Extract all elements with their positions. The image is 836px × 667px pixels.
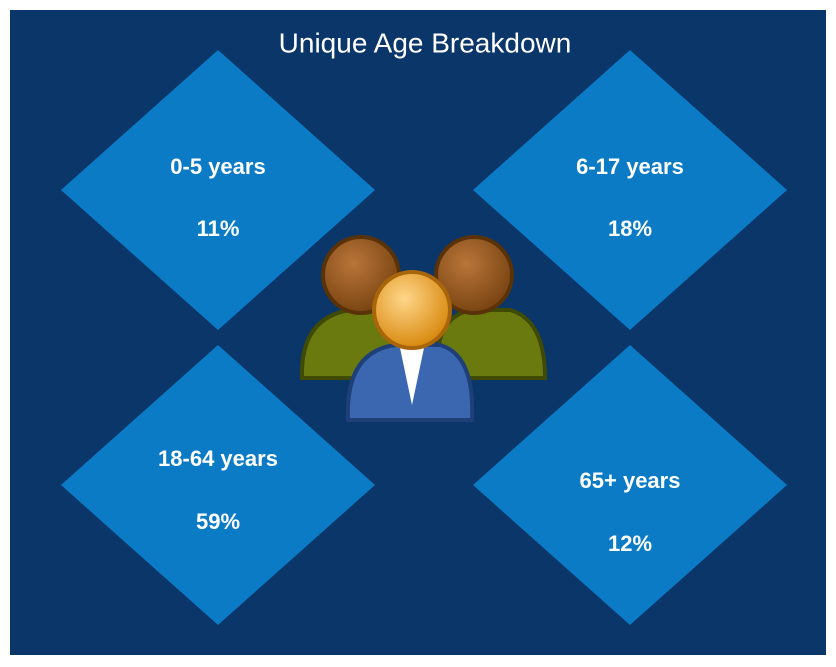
- title: Unique Age Breakdown: [279, 27, 572, 58]
- group-label: 6-17 years: [576, 154, 684, 179]
- infographic: Unique Age Breakdown 0-5 years 11% 6-17 ye…: [0, 0, 836, 667]
- group-value: 11%: [197, 216, 240, 241]
- group-label: 18-64 years: [158, 446, 278, 471]
- group-label: 0-5 years: [170, 154, 265, 179]
- group-value: 12%: [608, 531, 652, 556]
- group-value: 59%: [196, 509, 240, 534]
- group-value: 18%: [608, 216, 652, 241]
- page: {"title": "Unique Age Breakdown", "group…: [0, 0, 836, 667]
- group-label: 65+ years: [580, 468, 681, 493]
